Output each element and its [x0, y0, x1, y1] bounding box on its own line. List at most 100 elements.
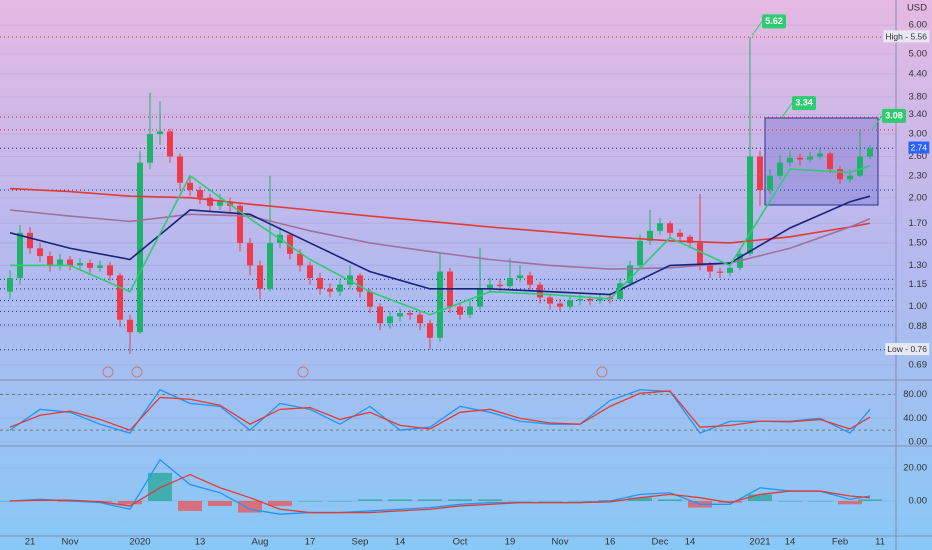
y-tick-label: 5.00	[909, 48, 928, 59]
candle-body	[727, 267, 733, 273]
candle-body	[487, 284, 493, 289]
candle-body	[77, 263, 83, 266]
axis-price-label: Low - 0.76	[887, 344, 927, 354]
histogram-bar	[178, 500, 202, 511]
candle-body	[657, 223, 663, 231]
candle-body	[327, 288, 333, 292]
candle-body	[247, 242, 253, 266]
candle-body	[477, 288, 483, 307]
y-tick-label: 80.00	[903, 389, 927, 400]
x-tick-label: 2020	[129, 537, 150, 548]
histogram-bar	[508, 500, 532, 502]
x-tick-label: 21	[25, 537, 36, 548]
candle-body	[507, 277, 513, 287]
earnings-icon	[102, 366, 114, 378]
candle-body	[207, 197, 213, 206]
histogram-bar	[118, 500, 142, 505]
y-tick-label: 3.80	[909, 91, 928, 102]
candle-body	[197, 190, 203, 198]
histogram-bar	[478, 499, 502, 501]
x-tick-label: 14	[785, 537, 796, 548]
y-tick-label: 1.30	[909, 260, 928, 271]
oscillator-line	[9, 390, 871, 431]
y-tick-label: 6.00	[909, 20, 928, 31]
candle-body	[527, 275, 533, 285]
histogram-bar	[628, 497, 652, 501]
annotation-label: 3.34	[795, 98, 813, 108]
candle-body	[617, 283, 623, 299]
annotation-leader	[781, 102, 793, 118]
candle-body	[407, 313, 413, 315]
y-tick-label: 0.00	[909, 437, 928, 448]
x-tick-label: 19	[505, 537, 516, 548]
x-tick-label: Nov	[552, 537, 569, 548]
histogram-bar	[328, 500, 352, 502]
earnings-icon	[596, 366, 608, 378]
x-tick-label: Aug	[252, 537, 269, 548]
earnings-icon	[131, 366, 143, 378]
histogram-bar	[388, 499, 412, 501]
y-tick-label: 2.30	[909, 170, 928, 181]
earnings-markers	[102, 366, 608, 378]
y-tick-label: 0.00	[909, 496, 928, 507]
candle-body	[577, 298, 583, 301]
candle-body	[357, 275, 363, 292]
candle-body	[827, 153, 833, 170]
candle-body	[137, 162, 143, 333]
x-tick-label: 16	[605, 537, 616, 548]
moving-average	[10, 165, 871, 316]
x-tick-label: Feb	[832, 537, 848, 548]
candle-body	[397, 313, 403, 317]
candle-body	[167, 131, 173, 157]
candle-body	[217, 201, 223, 206]
candle-body	[307, 265, 313, 278]
histogram-bar	[568, 500, 592, 502]
annotation-tag	[882, 108, 906, 123]
candle-body	[17, 232, 23, 278]
y-tick-label: 20.00	[903, 462, 927, 473]
y-tick-label: 2.00	[909, 192, 928, 203]
candle-body	[557, 303, 563, 307]
candle-body	[57, 259, 63, 266]
candle-body	[367, 291, 373, 307]
candle-body	[707, 265, 713, 272]
candle-body	[237, 205, 243, 243]
candle-body	[257, 265, 263, 289]
oscillator-line	[9, 388, 871, 434]
candle-body	[427, 323, 433, 338]
candle-body	[377, 306, 383, 324]
histogram-bar	[658, 499, 682, 501]
candle-body	[47, 256, 53, 266]
x-tick-label: Dec	[652, 537, 669, 548]
axis-price-box	[908, 141, 930, 154]
y-tick-label: 1.70	[909, 218, 928, 229]
annotation-leader	[871, 115, 883, 131]
candle-body	[107, 265, 113, 276]
x-tick-label: 14	[395, 537, 406, 548]
y-tick-label: 0.69	[909, 359, 928, 370]
candle-body	[37, 248, 43, 257]
candle-body	[847, 175, 853, 180]
histogram-bar	[268, 500, 292, 506]
histogram-bar	[808, 500, 832, 502]
axis-price-box	[883, 30, 930, 43]
candle-body	[587, 298, 593, 301]
histogram-bar	[838, 500, 862, 505]
y-tick-label: 3.40	[909, 109, 928, 120]
candle-body	[687, 236, 693, 243]
x-tick-label: Oct	[453, 537, 468, 548]
y-tick-label: 3.00	[909, 129, 928, 140]
axis-price-box	[885, 343, 930, 356]
candle-body	[807, 156, 813, 160]
x-tick-label: Sep	[352, 537, 369, 548]
candle-body	[457, 306, 463, 315]
candle-body	[177, 156, 183, 183]
candle-body	[317, 277, 323, 289]
candle-body	[7, 277, 13, 292]
histogram-bar	[298, 500, 322, 502]
annotation-label: 3.08	[885, 110, 903, 120]
candle-body	[387, 316, 393, 324]
candle-body	[157, 131, 163, 135]
x-tick-label: 17	[305, 537, 316, 548]
